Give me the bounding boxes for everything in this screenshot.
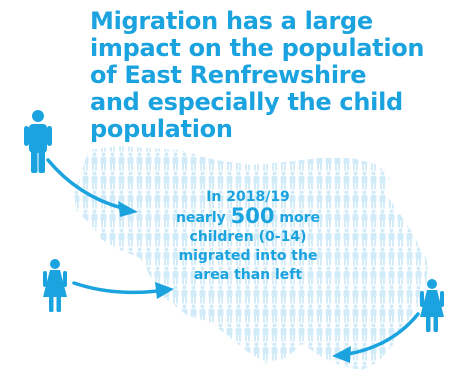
stat-line: area than left (193, 267, 303, 283)
arrow-icon (155, 282, 174, 299)
stat-text: nearly (176, 210, 226, 226)
headline: Migration has a large impact on the popu… (90, 8, 458, 143)
headline-line: and especially the child (90, 88, 403, 116)
arrow-icon (118, 201, 138, 217)
east-renfrewshire-map (74, 146, 428, 370)
woman-icon (420, 279, 444, 332)
man-icon (24, 110, 52, 173)
arrow-icon (46, 158, 124, 210)
stat-line: In 2018/19 (206, 189, 290, 205)
arrow-icon (72, 281, 160, 295)
stat-line: children (0-14) (189, 229, 307, 245)
headline-line: population (90, 115, 233, 143)
headline-line: Migration has a large (90, 7, 373, 35)
headline-line: of East Renfrewshire (90, 61, 367, 89)
stat-number: 500 (230, 204, 275, 228)
migration-stat: In 2018/19 nearly 500 more children (0-1… (168, 188, 328, 285)
stat-line: nearly 500 more (168, 204, 328, 228)
arrow-icon (346, 312, 420, 356)
woman-icon (43, 259, 67, 312)
stat-line: migrated into the (178, 248, 318, 264)
stat-text: more (279, 210, 320, 226)
arrow-icon (332, 346, 351, 363)
headline-line: impact on the population (90, 34, 425, 62)
